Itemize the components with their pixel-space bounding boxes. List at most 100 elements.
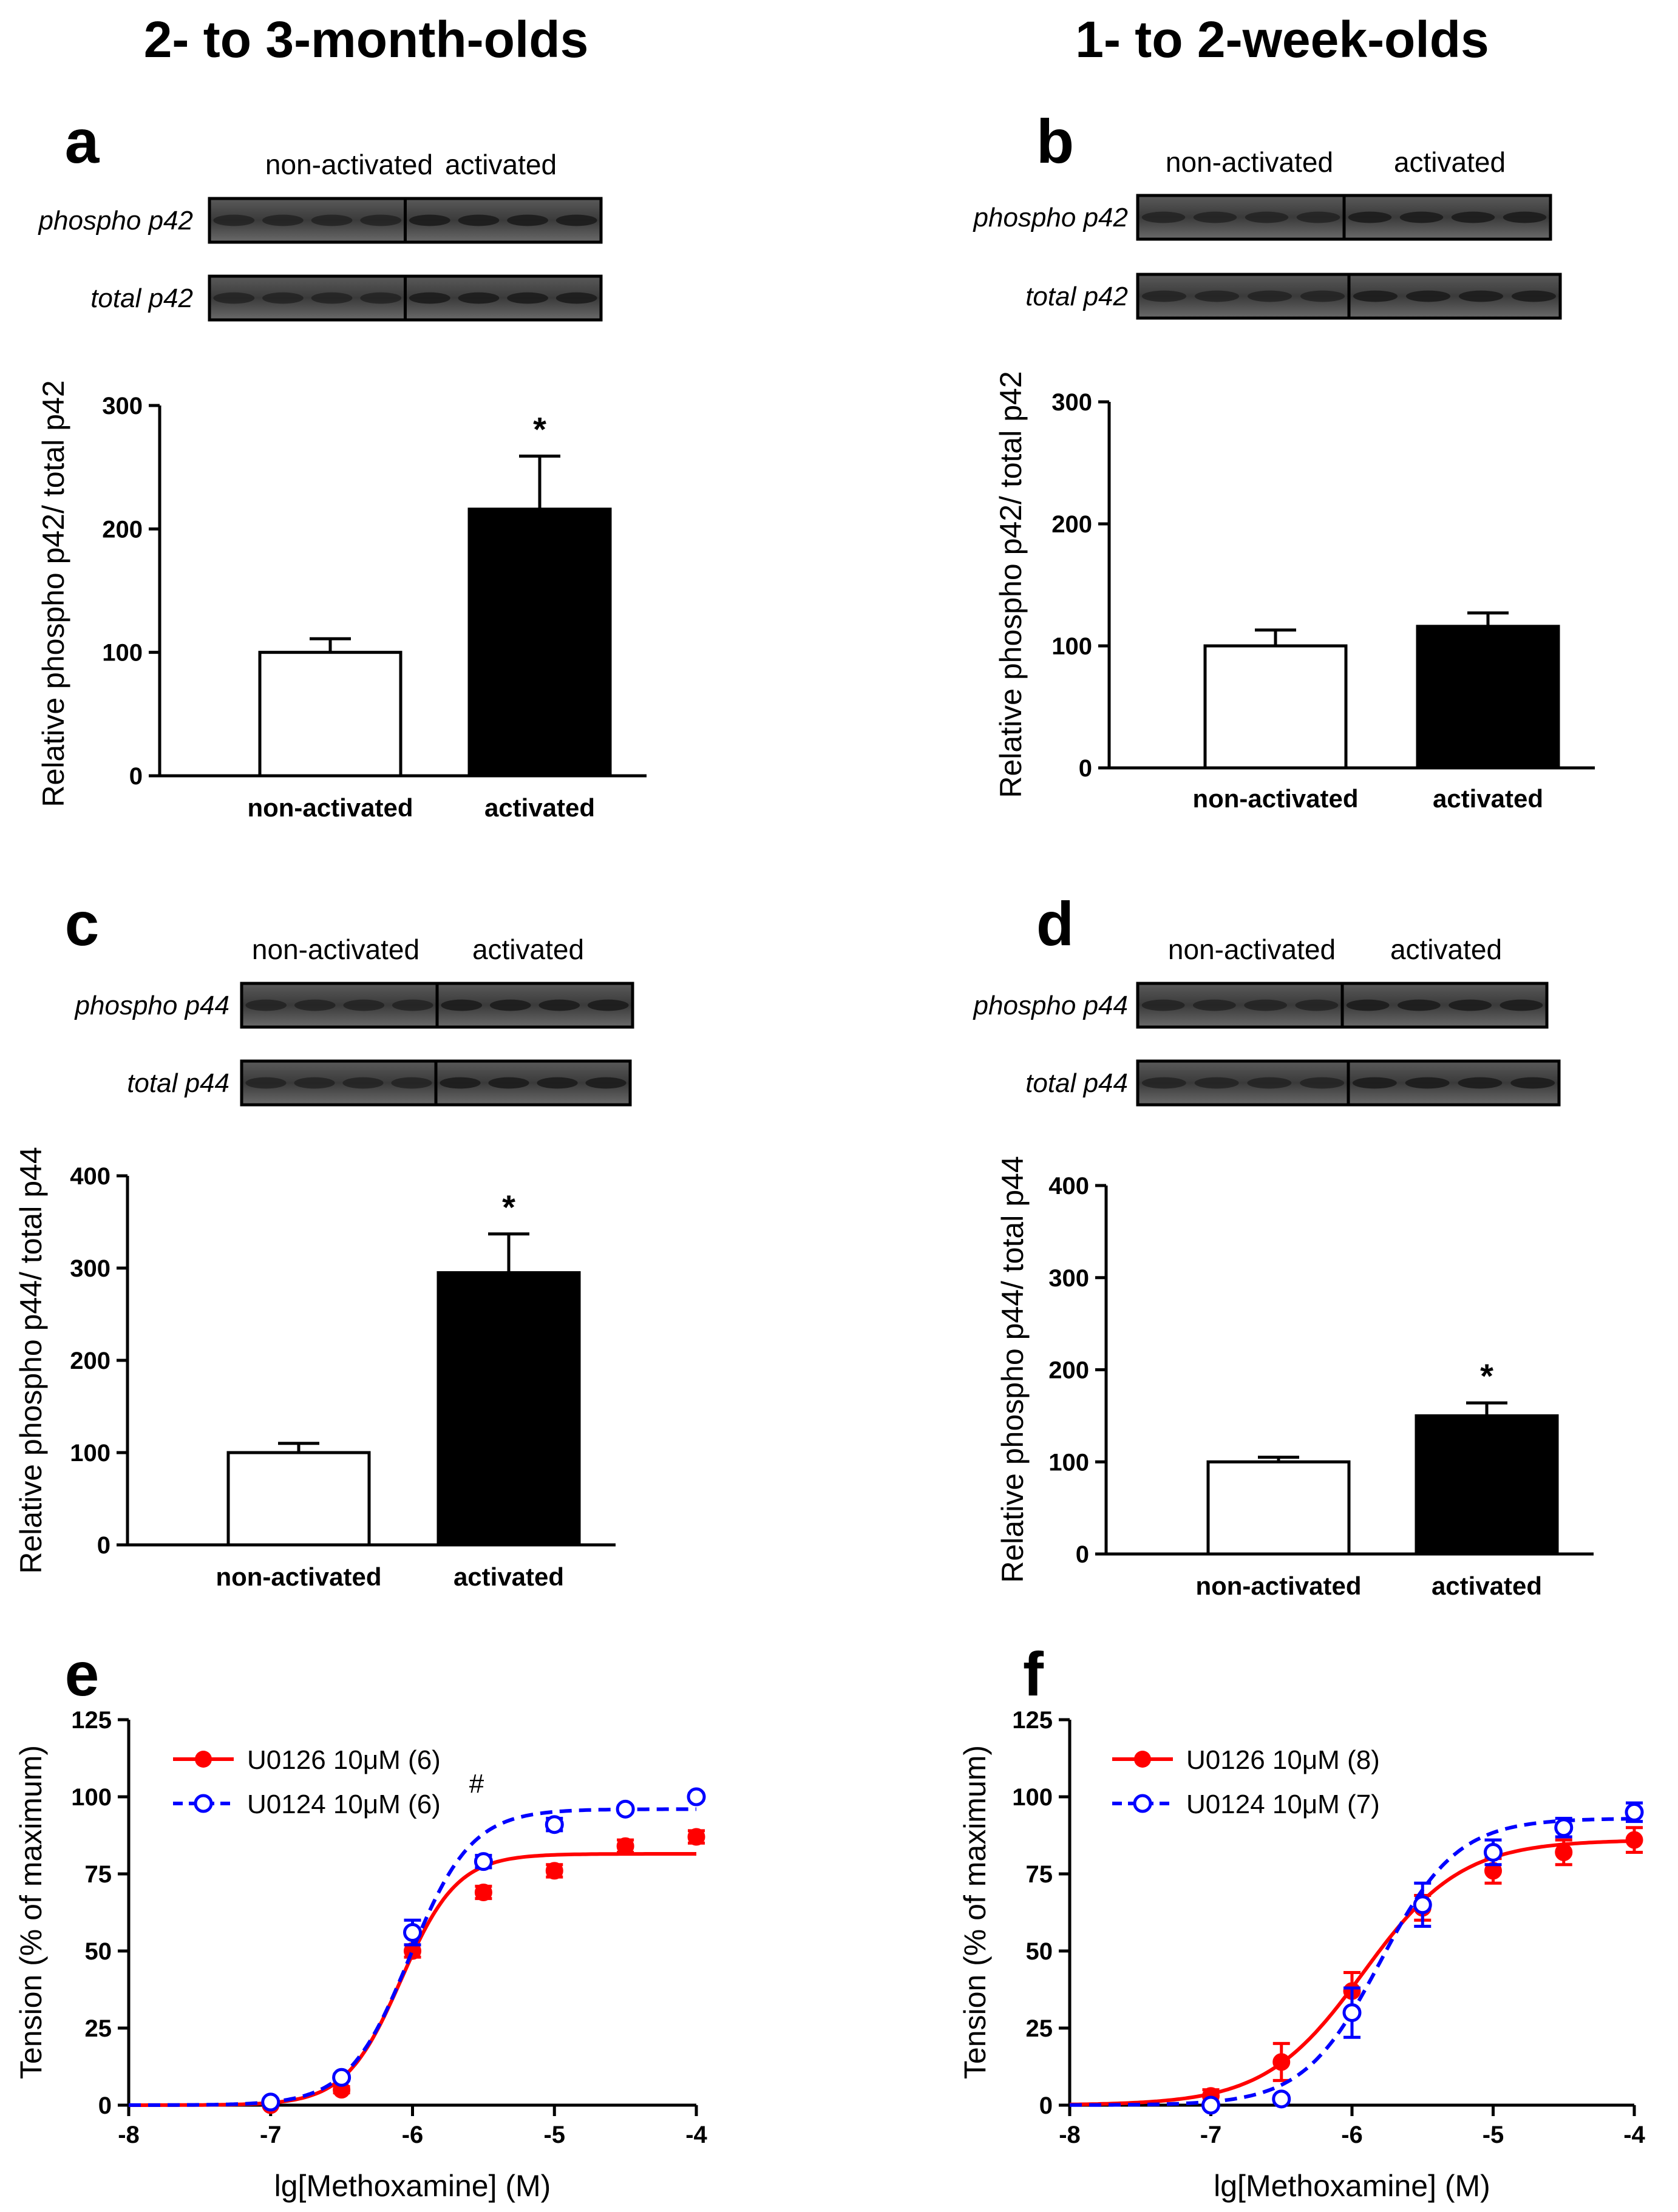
legend-marker [195,1751,212,1768]
data-point [1272,2089,1291,2109]
y-tick-label: 300 [102,393,143,419]
blot-band [1353,290,1398,302]
blot-header: non-activated [265,149,433,180]
bar-non-activated [1206,1460,1351,1556]
blot-band [1141,1077,1186,1089]
blot-header: activated [1394,146,1506,178]
bar-non-activated [1203,644,1348,770]
data-point [545,1862,563,1880]
y-tick-label: 125 [1012,1707,1053,1734]
blot-row-label: phospho p44 [74,991,229,1020]
blot-header: non-activated [1166,146,1333,178]
data-point [1625,1831,1643,1849]
blot-band [1245,211,1289,223]
blot-band [1300,290,1345,302]
blot-band [1500,999,1543,1011]
y-tick-label: 300 [70,1255,110,1282]
y-tick-label: 200 [102,516,143,543]
blot-band [441,999,483,1011]
bar-panel-c: c non-activated activated phospho p44 total … [14,889,634,1591]
panel-letter-d: d [1036,889,1074,958]
data-point [403,1923,422,1942]
blot-header: non-activated [252,934,419,965]
y-axis-label: Tension (% of maximum) [14,1745,48,2079]
x-tick-label: -5 [1483,2122,1504,2148]
data-point [1625,1802,1644,1822]
data-point [1554,1818,1574,1837]
legend-label: U0124 10μM (7) [1186,1790,1380,1819]
blot-row-label: total p44 [127,1068,229,1098]
y-tick-label: 100 [71,1784,112,1811]
data-point [616,1799,635,1819]
blot-band [343,999,385,1011]
y-axis-label: Relative phospho p42/ total p42 [36,380,70,807]
bar-activated [1416,625,1560,770]
blot-band [245,1077,287,1089]
y-tick-label: 0 [97,1532,110,1559]
column-title-adult: 2- to 3-month-olds [144,11,589,68]
x-tick-label: -7 [260,2122,282,2148]
blot-band [1397,999,1441,1011]
blot-band [1511,290,1557,302]
y-tick-label: 200 [1051,511,1092,538]
panel-letter-a: a [65,107,100,176]
blot-band [213,214,255,226]
y-axis-label: Relative phospho p44/ total p44 [996,1156,1030,1583]
significance-marker: # [469,1769,484,1799]
x-axis-label: lg[Methoxamine] (M) [1214,2169,1490,2203]
data-point [332,2068,352,2087]
blot-band [1247,1077,1292,1089]
blot-row-label: phospho p44 [973,991,1128,1020]
category-label: non-activated [247,793,413,822]
category-label: activated [453,1562,564,1591]
x-tick-label: -4 [685,2122,707,2148]
significance-marker: * [1480,1357,1493,1395]
bar-panel-d: d non-activated activated phospho p44 total … [973,889,1594,1600]
blot-band [507,292,548,304]
y-tick-label: 25 [1026,2015,1053,2042]
data-point [474,1883,492,1901]
blot-band [555,292,597,304]
blot-band [1141,211,1186,223]
blot-row-label: phospho p42 [973,203,1128,232]
blot-band [1352,1077,1397,1089]
category-label: activated [1433,784,1543,813]
blot-band [360,214,402,226]
panel-letter-f: f [1023,1640,1044,1709]
data-point [1201,2095,1220,2115]
blot-band [342,1077,384,1089]
blot-band [1348,211,1392,223]
blot-band [294,999,336,1011]
legend-marker [1134,1751,1151,1768]
y-tick-label: 100 [1051,633,1092,660]
blot-band [409,214,450,226]
blot-band [587,999,629,1011]
blot-band [458,214,500,226]
blot-band [1194,1077,1239,1089]
blot-band [440,1077,481,1089]
y-tick-label: 200 [1048,1357,1089,1384]
y-tick-label: 50 [1026,1938,1053,1965]
blot-band [507,214,548,226]
data-point [1555,1843,1573,1861]
blot-band [311,214,353,226]
blot-band [1193,211,1237,223]
blot-band [1346,999,1390,1011]
blot-band [1300,1077,1345,1089]
legend-label: U0126 10μM (8) [1186,1745,1380,1775]
x-tick-label: -7 [1200,2122,1222,2148]
blot-band [1247,290,1292,302]
bar-activated [436,1271,581,1547]
legend-marker [194,1794,213,1813]
blot-band [1192,999,1236,1011]
y-tick-label: 100 [102,640,143,667]
blot-band [409,292,450,304]
blot-band [392,999,433,1011]
panel-letter-b: b [1036,107,1074,176]
blot-band [360,292,402,304]
blot-band [537,1077,578,1089]
y-tick-label: 0 [1039,2092,1053,2119]
blot-band [1458,1077,1503,1089]
blot-row-label: total p42 [1025,282,1128,311]
blot-band [391,1077,432,1089]
